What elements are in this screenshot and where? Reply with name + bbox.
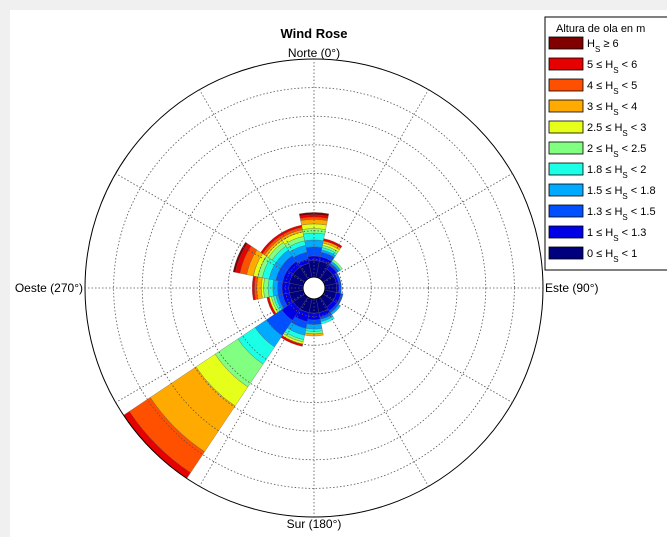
wind-rose-band	[278, 224, 303, 237]
legend-swatch	[548, 246, 584, 260]
polar-spoke	[115, 173, 305, 283]
polar-spoke	[319, 89, 429, 279]
wind-rose-band	[299, 212, 329, 217]
legend-label: 1 ≤ HS < 1.3	[587, 227, 646, 243]
legend-swatch	[548, 183, 584, 197]
legend-swatch	[548, 225, 584, 239]
polar-grid	[84, 58, 544, 518]
polar-ring	[141, 115, 487, 461]
center-hole	[302, 276, 326, 300]
polar-spoke	[323, 293, 513, 403]
direction-label-west: Oeste (270°)	[15, 281, 83, 295]
direction-label-east: Este (90°)	[545, 281, 598, 295]
legend-label: 0 ≤ HS < 1	[587, 248, 637, 264]
legend-label: 1.3 ≤ HS < 1.5	[587, 206, 656, 222]
legend-label: HS ≥ 6	[587, 38, 619, 54]
polar-ring	[170, 144, 458, 432]
direction-label-south: Sur (180°)	[287, 517, 342, 531]
legend-swatch	[548, 204, 584, 218]
polar-spoke	[199, 297, 309, 487]
sector-layer	[123, 212, 344, 479]
direction-label-north: Norte (0°)	[288, 46, 340, 60]
legend-swatch	[548, 162, 584, 176]
legend-label: 2.5 ≤ HS < 3	[587, 122, 646, 138]
legend-label: 4 ≤ HS < 5	[587, 80, 637, 96]
polar-spoke	[319, 297, 429, 487]
polar-ring	[199, 173, 429, 403]
legend-label: 3 ≤ HS < 4	[587, 101, 637, 117]
legend-title: Altura de ola en m	[556, 23, 645, 35]
wind-rose-band	[232, 241, 248, 273]
polar-spoke	[199, 89, 309, 279]
wind-rose-band	[323, 238, 343, 249]
legend-swatch	[548, 141, 584, 155]
legend-swatch	[548, 36, 584, 50]
polar-spoke	[115, 293, 305, 403]
legend-swatch	[548, 120, 584, 134]
legend-swatch	[548, 99, 584, 113]
legend-label: 1.5 ≤ HS < 1.8	[587, 185, 656, 201]
legend-swatch	[548, 78, 584, 92]
legend-entries: HS ≥ 6 5 ≤ HS < 6 4 ≤ HS < 5 3 ≤ HS < 4 2.5 …	[548, 36, 656, 264]
legend-label: 1.8 ≤ HS < 2	[587, 164, 646, 180]
chart-title: Wind Rose	[280, 26, 347, 41]
legend: Altura de ola en m HS ≥ 6 5 ≤ HS < 6 4 ≤ H…	[544, 16, 667, 271]
legend-label: 2 ≤ HS < 2.5	[587, 143, 646, 159]
legend-label: 5 ≤ HS < 6	[587, 59, 637, 75]
polar-spoke	[323, 173, 513, 283]
legend-swatch	[548, 57, 584, 71]
wind-rose-band	[331, 259, 343, 271]
